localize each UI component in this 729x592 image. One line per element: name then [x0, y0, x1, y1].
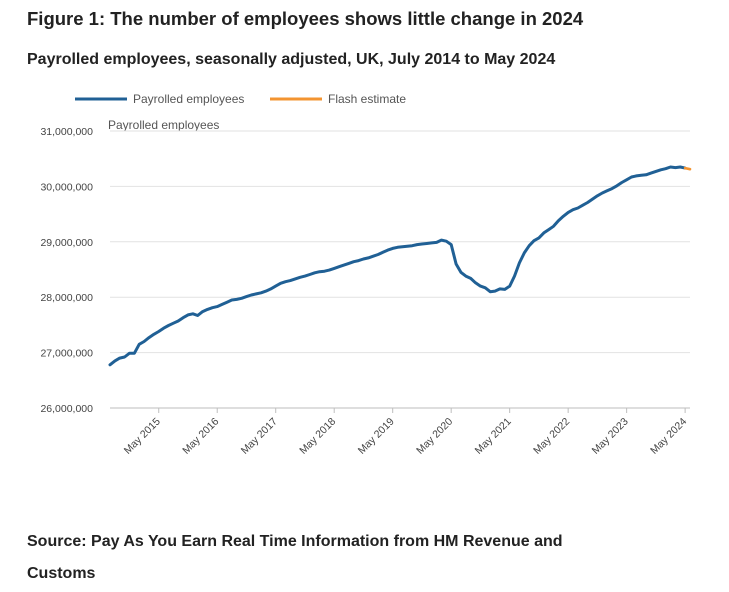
x-tick-label: May 2015: [122, 416, 163, 457]
x-tick-label: May 2017: [239, 416, 280, 457]
figure-subtitle: Payrolled employees, seasonally adjusted…: [27, 51, 556, 68]
y-tick-label: 27,000,000: [40, 348, 93, 360]
series-line-flash-estimate: [683, 166, 692, 171]
legend: Payrolled employees Flash estimate: [75, 92, 406, 106]
series: [108, 165, 692, 367]
x-tick-label: May 2019: [356, 416, 397, 457]
x-tick-label: May 2018: [297, 416, 338, 457]
x-tick-label: May 2016: [180, 416, 221, 457]
gridlines: [110, 130, 690, 409]
x-tick-label: May 2020: [414, 416, 455, 457]
y-tick-label: 26,000,000: [40, 403, 93, 415]
y-axis-title: Payrolled employees: [108, 118, 219, 132]
y-tick-label: 29,000,000: [40, 237, 93, 249]
series-line-payrolled-employees: [108, 165, 687, 367]
y-tick-label: 31,000,000: [40, 126, 93, 138]
legend-label-payrolled-employees: Payrolled employees: [133, 92, 244, 106]
source-note: Source: Pay As You Earn Real Time Inform…: [27, 533, 563, 582]
x-tick-label: May 2023: [590, 416, 631, 457]
y-tick-label: 30,000,000: [40, 181, 93, 193]
line-chart: Payrolled employees Flash estimate Payro…: [40, 92, 692, 457]
x-tick-label: May 2024: [648, 416, 689, 457]
legend-label-flash-estimate: Flash estimate: [328, 92, 406, 106]
x-axis-ticks: May 2015 May 2016 May 2017 May 2018 May 2019…: [122, 408, 689, 457]
figure-title: Figure 1: The number of employees shows …: [27, 8, 584, 29]
x-tick-label: May 2021: [473, 416, 514, 457]
x-tick-label: May 2022: [531, 416, 572, 457]
y-tick-label: 28,000,000: [40, 292, 93, 304]
y-axis-ticks: 31,000,000 30,000,000 29,000,000 28,000,000…: [40, 126, 93, 415]
